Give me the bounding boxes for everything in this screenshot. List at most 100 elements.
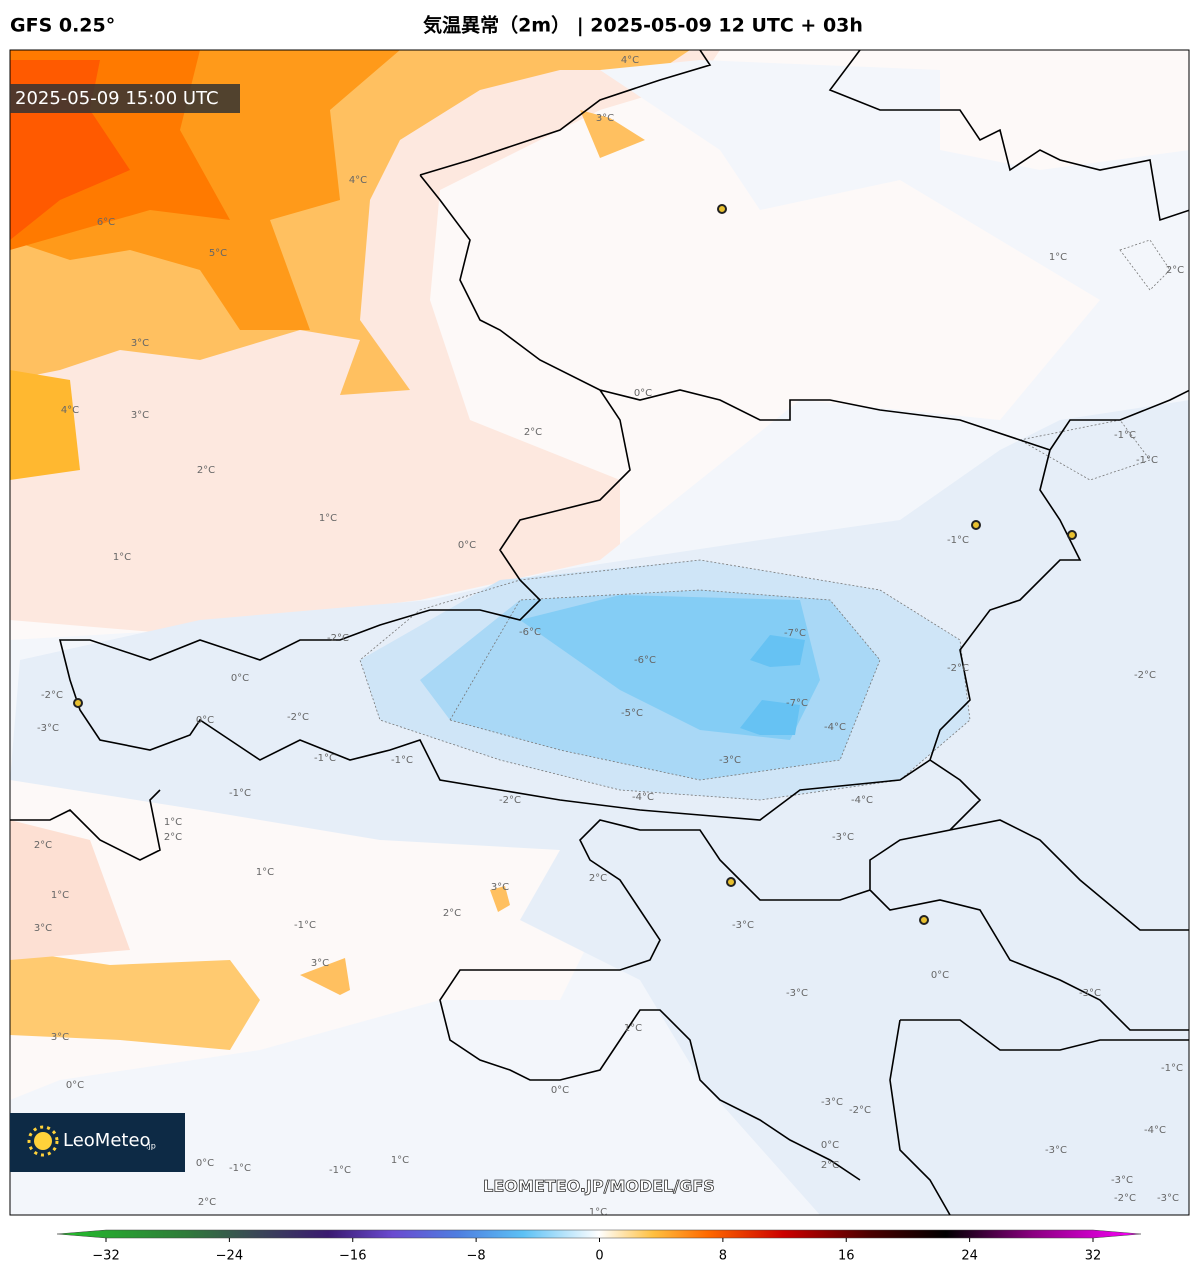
contour-label: -1°C: [314, 753, 336, 764]
watermark: LEOMETEO.JP/MODEL/GFS: [483, 1177, 715, 1196]
contour-label: -2°C: [327, 633, 349, 644]
colorbar-tick-label: −16: [339, 1249, 366, 1263]
contour-label: 2°C: [443, 908, 461, 919]
map-frame: [9, 49, 1190, 1216]
contour-label: -2°C: [41, 690, 63, 701]
map-title: 気温異常（2m） | 2025-05-09 12 UTC + 03h: [423, 14, 863, 37]
contour-label: -3°C: [786, 988, 808, 999]
logo-suffix: .jp: [146, 1142, 156, 1151]
contour-label: -3°C: [37, 723, 59, 734]
contour-label: -2°C: [287, 712, 309, 723]
contour-label: 1°C: [51, 890, 69, 901]
logo-text: LeoMeteo: [63, 1130, 151, 1151]
contour-label: 5°C: [209, 248, 227, 259]
contour-label: -7°C: [784, 628, 806, 639]
colorbar-tick-label: 0: [595, 1249, 603, 1263]
colorbar: [56, 1229, 1142, 1239]
contour-label: -4°C: [632, 792, 654, 803]
contour-label: 3°C: [51, 1032, 69, 1043]
contour-label: -3°C: [719, 755, 741, 766]
colorbar-tick-label: −24: [216, 1249, 243, 1263]
colorbar-tick-label: 16: [838, 1249, 855, 1263]
contour-label: 1°C: [1049, 252, 1067, 263]
contour-label: 0°C: [196, 1158, 214, 1169]
contour-label: 1°C: [589, 1207, 607, 1218]
contour-label: -4°C: [1144, 1125, 1166, 1136]
contour-label: 4°C: [349, 175, 367, 186]
contour-label: 3°C: [131, 410, 149, 421]
contour-label: -1°C: [947, 535, 969, 546]
contour-label: 2°C: [198, 1197, 216, 1208]
contour-label: 3°C: [311, 958, 329, 969]
contour-label: 0°C: [931, 970, 949, 981]
model-name: GFS 0.25°: [10, 15, 115, 37]
contour-label: -3°C: [1045, 1145, 1067, 1156]
contour-label: -3°C: [1157, 1193, 1179, 1204]
contour-label: 4°C: [61, 405, 79, 416]
contour-label: -2°C: [849, 1105, 871, 1116]
contour-label: -1°C: [229, 788, 251, 799]
contour-label: 2°C: [589, 873, 607, 884]
contour-label: -1°C: [391, 755, 413, 766]
contour-label: -5°C: [621, 708, 643, 719]
contour-label: -1°C: [294, 920, 316, 931]
contour-label: 6°C: [97, 217, 115, 228]
contour-label: 1°C: [319, 513, 337, 524]
colorbar-tick-label: 24: [961, 1249, 978, 1263]
colorbar-tick-label: 32: [1085, 1249, 1102, 1263]
contour-label: 0°C: [634, 388, 652, 399]
contour-label: -4°C: [851, 795, 873, 806]
valid-time: 2025-05-09 15:00 UTC: [15, 88, 219, 109]
contour-label: 0°C: [231, 673, 249, 684]
contour-label: -3°C: [1079, 988, 1101, 999]
cities: [73, 204, 1077, 925]
contour-label: 1°C: [164, 817, 182, 828]
contour-label: 1°C: [113, 552, 131, 563]
contour-label: 2°C: [1166, 265, 1184, 276]
contour-label: 0°C: [458, 540, 476, 551]
contour-label: -6°C: [634, 655, 656, 666]
contour-label: 2°C: [524, 427, 542, 438]
contour-label: -2°C: [1114, 1193, 1136, 1204]
contour-label: 1°C: [624, 1023, 642, 1034]
contour-label: 3°C: [596, 113, 614, 124]
contour-label: -1°C: [329, 1165, 351, 1176]
contour-label: -2°C: [499, 795, 521, 806]
colorbar-ticks: −32 −24 −16 −8 0 8 16 24 32: [92, 1238, 1101, 1263]
contour-label: 3°C: [131, 338, 149, 349]
time-box: [10, 84, 240, 113]
map: [10, 50, 1189, 1215]
contour-label: 1°C: [256, 867, 274, 878]
contour-label: 2°C: [164, 832, 182, 843]
contour-label: 2°C: [821, 1160, 839, 1171]
contour-label: -1°C: [1136, 455, 1158, 466]
logo-icon: [27, 1125, 59, 1157]
contour-label: 2°C: [197, 465, 215, 476]
contour-label: -3°C: [832, 832, 854, 843]
contour-label: -1°C: [229, 1163, 251, 1174]
contour-label: -4°C: [824, 722, 846, 733]
contour-label: 0°C: [196, 715, 214, 726]
contour-label: -3°C: [821, 1097, 843, 1108]
contour-label: -1°C: [1114, 430, 1136, 441]
contour-label: -1°C: [1161, 1063, 1183, 1074]
colorbar-tick-label: 8: [719, 1249, 727, 1263]
contour-label: -7°C: [786, 698, 808, 709]
contour-label: 0°C: [821, 1140, 839, 1151]
contour-label: -2°C: [1134, 670, 1156, 681]
contour-label: 3°C: [491, 882, 509, 893]
contour-labels: 4°C 3°C 4°C 6°C 5°C 3°C 4°C 3°C 2°C 2°C 1°C 1°C 0°C 0…: [34, 55, 1184, 1218]
contour-label: 0°C: [66, 1080, 84, 1091]
contour-label: 4°C: [621, 55, 639, 66]
colorbar-tick-label: −8: [467, 1249, 486, 1263]
contour-label: 1°C: [391, 1155, 409, 1166]
contour-label: -3°C: [1111, 1175, 1133, 1186]
contour-label: -6°C: [519, 627, 541, 638]
contour-label: -2°C: [947, 663, 969, 674]
contour-label: 0°C: [551, 1085, 569, 1096]
colorbar-tick-label: −32: [92, 1249, 119, 1263]
contour-label: -3°C: [732, 920, 754, 931]
contour-label: 3°C: [34, 923, 52, 934]
contour-label: 2°C: [34, 840, 52, 851]
